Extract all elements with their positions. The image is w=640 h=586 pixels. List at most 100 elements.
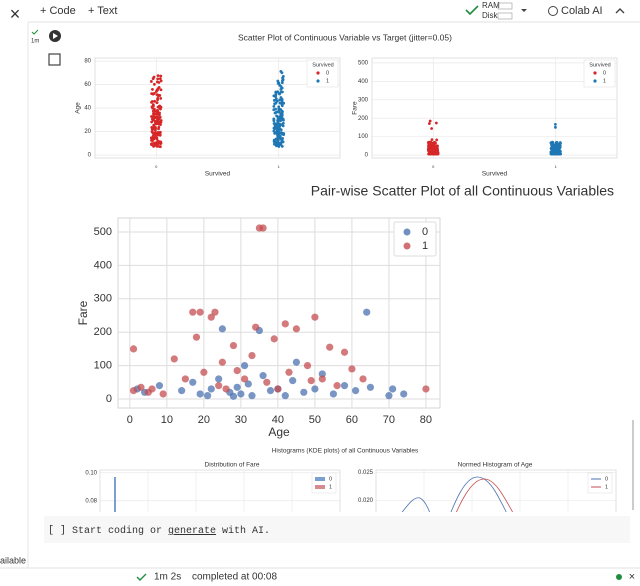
- strip-dot: [279, 96, 283, 99]
- y-tick-label: 0.025: [358, 470, 374, 476]
- strip-dot: [158, 77, 162, 81]
- add-text[interactable]: + Text: [88, 5, 117, 17]
- strip-dot: [277, 109, 281, 113]
- point: [266, 387, 275, 395]
- axes: [117, 217, 441, 409]
- strip-dot: [152, 92, 156, 95]
- point: [281, 320, 289, 328]
- point: [211, 308, 219, 316]
- legend-label: 1: [422, 240, 428, 252]
- point: [389, 385, 397, 393]
- point: [148, 385, 156, 393]
- strip-dot: [151, 127, 154, 131]
- strip-cloud: [549, 122, 563, 156]
- close-icon[interactable]: ×: [10, 4, 21, 24]
- point: [159, 390, 167, 398]
- code-cell[interactable]: [44, 516, 630, 543]
- point: [137, 383, 145, 391]
- strip-dot: [272, 129, 276, 133]
- strip-dot: [150, 143, 154, 147]
- output-icon[interactable]: [48, 53, 61, 66]
- duration: 1m 2s: [154, 572, 181, 583]
- status-close[interactable]: ×: [629, 571, 635, 583]
- y-tick-label: 200: [94, 326, 112, 338]
- point: [348, 365, 356, 373]
- point: [326, 343, 334, 351]
- collapse[interactable]: [615, 8, 625, 14]
- y-axis-label: Age: [75, 102, 82, 114]
- legend-title: Survived: [312, 62, 333, 68]
- strip-dot: [276, 119, 280, 122]
- legend-marker: [316, 79, 320, 83]
- legend-label: 0: [605, 476, 608, 482]
- point: [385, 392, 393, 400]
- x-tick-label: 0: [432, 164, 435, 169]
- x-tick-label: 30: [235, 414, 247, 426]
- add-code[interactable]: + Code: [40, 5, 76, 17]
- point: [292, 358, 300, 366]
- generate-link[interactable]: generate: [168, 526, 216, 537]
- point: [192, 333, 201, 341]
- strip-dot: [432, 149, 435, 153]
- point: [281, 392, 289, 400]
- ram-bar: [497, 2, 513, 10]
- strip-dot: [275, 114, 278, 118]
- legend-label: 0: [422, 226, 428, 238]
- legend-marker: [403, 228, 411, 236]
- point: [270, 335, 278, 343]
- strip-dot: [155, 109, 159, 113]
- disk-bar: [497, 12, 513, 20]
- point: [240, 375, 249, 383]
- dropdown[interactable]: [521, 9, 527, 12]
- legend-label: 0: [326, 70, 329, 76]
- strip-dot: [154, 132, 157, 136]
- strip-dot: [280, 90, 284, 94]
- strip-dot: [555, 144, 559, 147]
- y-axis-label: Fare: [76, 300, 90, 325]
- strip-dot: [273, 124, 277, 128]
- y-tick-label: 500: [94, 226, 112, 238]
- strip-dot: [434, 148, 437, 152]
- subplot-title: Distribution of Fare: [205, 462, 260, 469]
- strip-dot: [430, 138, 434, 142]
- point: [129, 345, 138, 353]
- strip-dot: [153, 99, 157, 103]
- strip-dot: [152, 109, 156, 113]
- strip-dot: [435, 152, 439, 156]
- strip-dot: [152, 107, 156, 111]
- legend-marker: [316, 71, 320, 75]
- strip-dot: [158, 132, 162, 136]
- x-axis-label: Survived: [205, 171, 231, 178]
- point: [333, 382, 341, 390]
- strip-dot: [157, 81, 161, 84]
- point: [329, 390, 338, 398]
- point: [318, 375, 326, 383]
- point: [263, 378, 271, 386]
- legend-label: 1: [603, 78, 606, 84]
- strip-dot: [159, 88, 163, 92]
- point: [311, 313, 319, 321]
- legend-label: 0: [603, 70, 606, 76]
- y-tick-label: 0: [88, 153, 92, 159]
- strip-dot: [276, 116, 280, 120]
- strip-dot: [272, 104, 276, 108]
- x-tick-label: 20: [198, 414, 210, 426]
- completed: completed at 00:08: [192, 572, 277, 583]
- strip-dot: [550, 142, 554, 146]
- strip-dot: [279, 117, 283, 121]
- strip-dot: [278, 125, 282, 128]
- point: [303, 361, 312, 370]
- y-tick-label: 300: [94, 293, 112, 305]
- x-tick-label: 60: [346, 414, 358, 426]
- strip-dot: [428, 119, 432, 123]
- strip-dot: [159, 141, 163, 145]
- colab-ai[interactable]: Colab AI: [561, 5, 603, 17]
- y-tick-label: 60: [84, 82, 91, 88]
- point: [259, 372, 267, 380]
- point: [233, 383, 241, 391]
- strip-dot: [550, 140, 554, 144]
- legend-title: Survived: [589, 62, 610, 68]
- legend-marker: [315, 477, 325, 481]
- toolbar: [0, 0, 640, 22]
